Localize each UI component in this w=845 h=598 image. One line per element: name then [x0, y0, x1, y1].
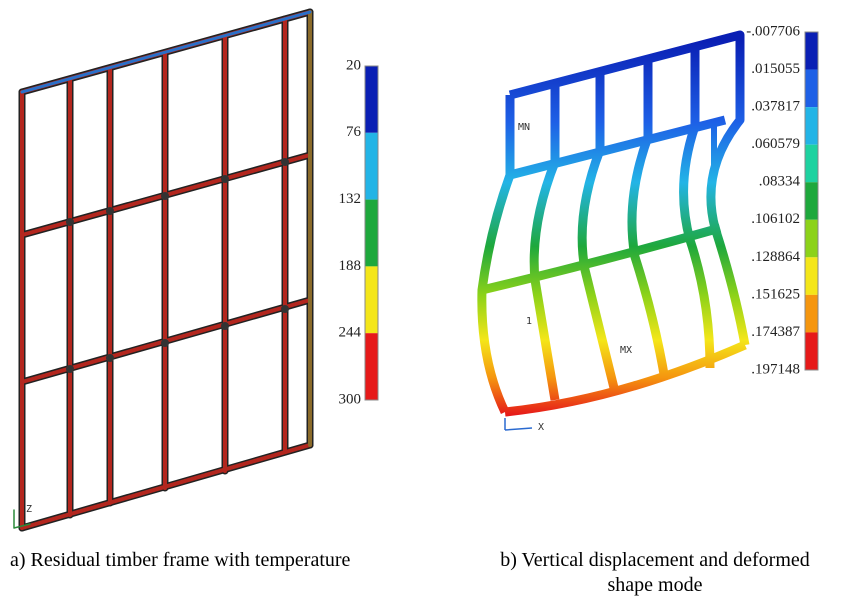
deformed-frame	[482, 35, 745, 412]
legend-label: .060579	[751, 136, 800, 152]
legend-band	[365, 200, 378, 267]
legend-label: .08334	[759, 174, 801, 190]
legend-label: 132	[339, 191, 362, 207]
legend-band	[365, 333, 378, 400]
legend-label: .106102	[751, 211, 800, 227]
legend-band	[805, 257, 818, 295]
legend-band	[805, 182, 818, 220]
figure: Z MN MX 1 X a) Residual timber frame wit…	[0, 0, 845, 598]
legend-label: -.007706	[746, 23, 800, 39]
legend-band	[805, 145, 818, 183]
axis-label: X	[538, 422, 544, 433]
node-label: MN	[518, 122, 530, 133]
legend-band	[805, 70, 818, 108]
caption: a) Residual timber frame with temperatur…	[10, 549, 351, 571]
caption: b) Vertical displacement and deformed	[500, 549, 810, 571]
legend-label: .197148	[751, 361, 800, 377]
legend-label: .151625	[751, 286, 800, 302]
legend-band	[365, 266, 378, 333]
legend-label: 20	[346, 57, 361, 73]
legend-label: 244	[339, 325, 362, 341]
residual-frame	[14, 12, 310, 528]
legend-label: .037817	[751, 99, 800, 115]
legend-label: .128864	[751, 249, 800, 265]
legend-band	[805, 32, 818, 70]
axis-label: Z	[26, 504, 32, 515]
legend-band	[365, 133, 378, 200]
legend-band	[365, 66, 378, 133]
legend-band	[805, 332, 818, 370]
legend-band	[805, 295, 818, 333]
caption: shape mode	[608, 574, 703, 596]
legend-band	[805, 107, 818, 145]
legend-label: 300	[339, 391, 362, 407]
legend-label: .015055	[751, 61, 800, 77]
legend-label: 188	[339, 258, 362, 274]
node-label: MX	[620, 345, 632, 356]
legend-label: .174387	[751, 324, 800, 340]
node-label: 1	[526, 316, 532, 327]
legend-band	[805, 220, 818, 258]
legend-label: 76	[346, 124, 362, 140]
